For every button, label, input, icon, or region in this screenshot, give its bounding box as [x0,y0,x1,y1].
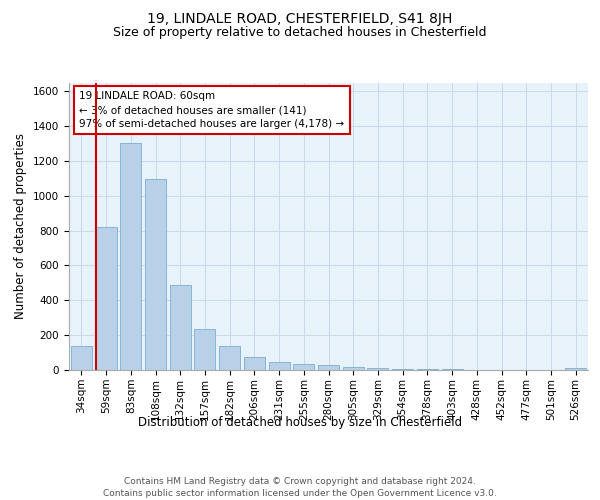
Y-axis label: Number of detached properties: Number of detached properties [14,133,28,320]
Bar [318,365,339,370]
Bar [367,368,388,370]
Text: Size of property relative to detached houses in Chesterfield: Size of property relative to detached ho… [113,26,487,39]
Bar [392,368,413,370]
Bar [95,227,116,370]
Bar [293,364,314,370]
Bar [219,346,240,370]
Text: Contains HM Land Registry data © Crown copyright and database right 2024.
Contai: Contains HM Land Registry data © Crown c… [103,476,497,498]
Bar [120,144,141,370]
Text: Distribution of detached houses by size in Chesterfield: Distribution of detached houses by size … [138,416,462,429]
Bar [343,368,364,370]
Text: 19, LINDALE ROAD, CHESTERFIELD, S41 8JH: 19, LINDALE ROAD, CHESTERFIELD, S41 8JH [148,12,452,26]
Bar [565,368,586,370]
Bar [269,362,290,370]
Bar [244,357,265,370]
Text: 19 LINDALE ROAD: 60sqm
← 3% of detached houses are smaller (141)
97% of semi-det: 19 LINDALE ROAD: 60sqm ← 3% of detached … [79,91,344,129]
Bar [417,369,438,370]
Bar [170,284,191,370]
Bar [145,179,166,370]
Bar [71,346,92,370]
Bar [194,329,215,370]
